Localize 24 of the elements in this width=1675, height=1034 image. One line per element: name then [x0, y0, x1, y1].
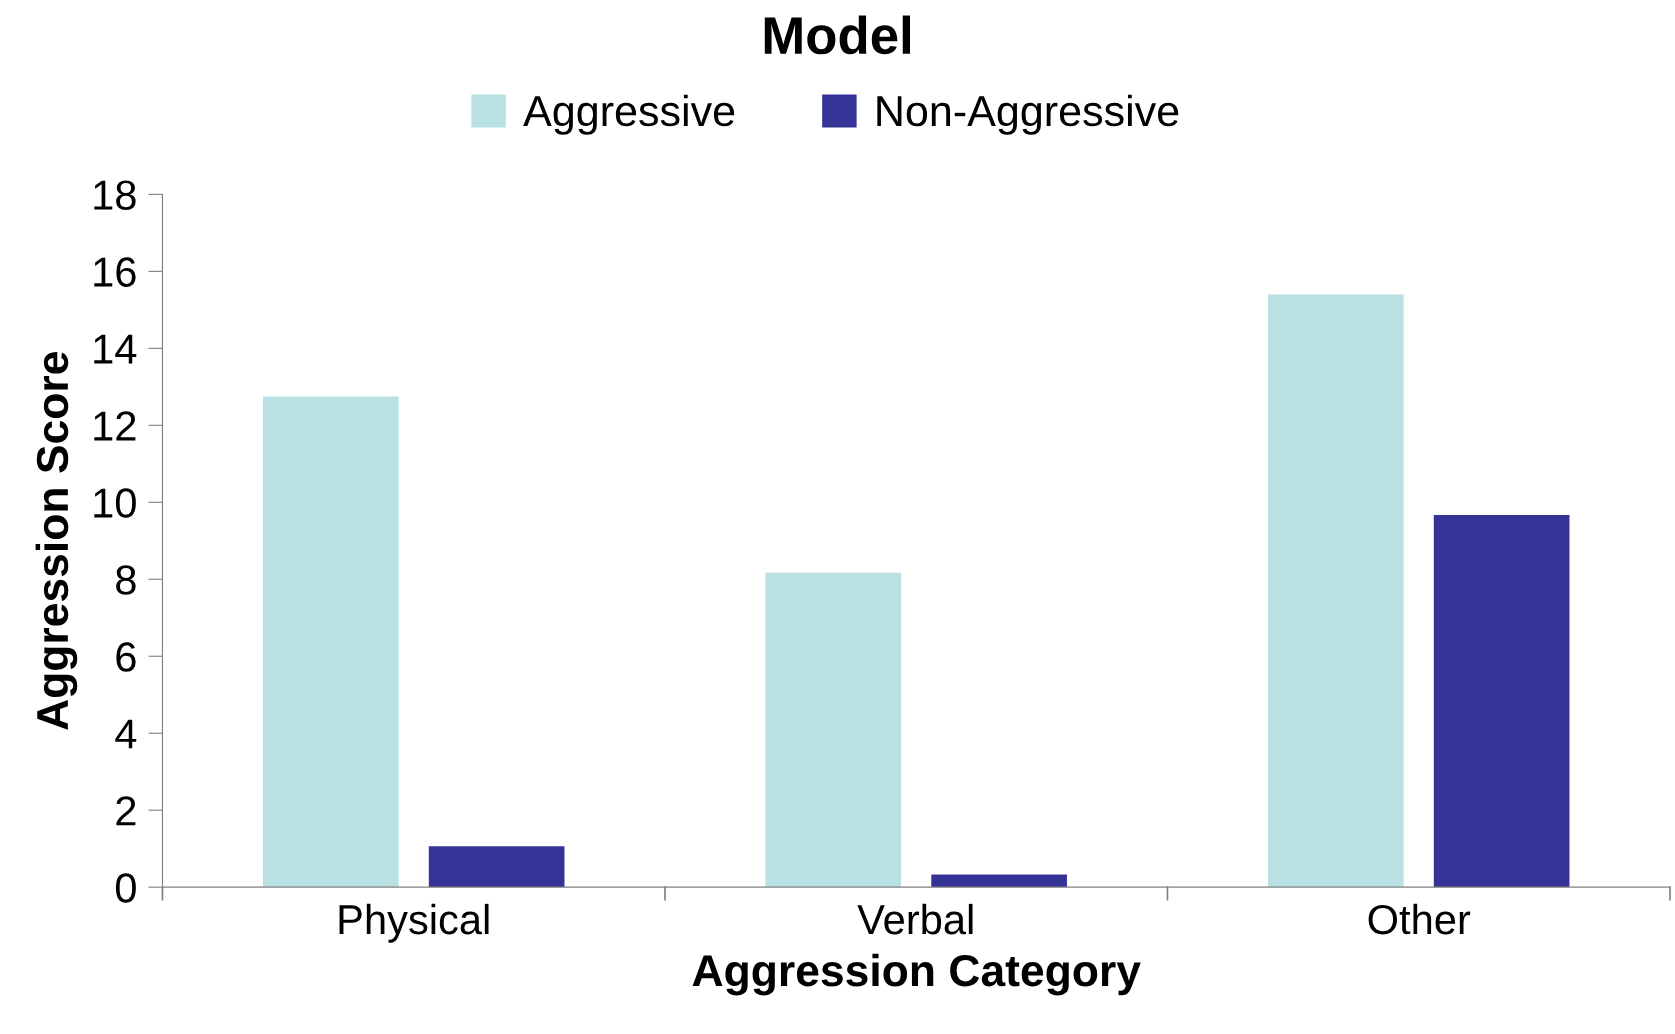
bar — [428, 846, 565, 888]
bar — [1267, 294, 1404, 888]
y-tick-label: 2 — [116, 796, 136, 826]
legend-label: Aggressive — [523, 94, 735, 135]
y-tick-label: 8 — [116, 565, 136, 595]
bar — [1433, 515, 1570, 888]
chart-title: Model — [764, 15, 910, 55]
bar — [765, 572, 902, 888]
x-axis-title: Aggression Category — [692, 953, 1141, 996]
y-tick-label: 18 — [94, 180, 136, 210]
y-tick-label: 4 — [115, 719, 137, 749]
y-tick-label: 0 — [115, 873, 136, 903]
legend-label: Non-Aggressive — [877, 94, 1179, 135]
x-tick-label: Verbal — [857, 903, 973, 935]
y-tick-label: 6 — [116, 642, 136, 672]
y-tick-label: 14 — [94, 334, 137, 364]
y-tick-label: 16 — [94, 257, 136, 287]
bar — [931, 874, 1067, 888]
bar — [262, 396, 399, 888]
y-tick-label: 12 — [94, 411, 136, 441]
y-axis-title: Aggression Score — [35, 352, 78, 730]
x-tick-label: Physical — [339, 903, 489, 943]
x-tick-label: Other — [1368, 903, 1471, 935]
y-tick-label: 10 — [94, 488, 136, 518]
